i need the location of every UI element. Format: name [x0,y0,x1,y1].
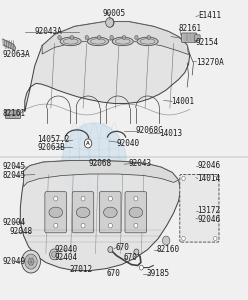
Circle shape [62,123,126,201]
Ellipse shape [129,207,143,218]
Ellipse shape [104,207,117,218]
Circle shape [182,236,185,241]
Text: 14013: 14013 [159,129,182,138]
Text: 90005: 90005 [103,9,126,18]
Text: 82161: 82161 [179,24,202,33]
Circle shape [81,196,85,201]
Circle shape [107,18,114,27]
Text: 82161: 82161 [2,110,26,118]
FancyBboxPatch shape [99,192,121,233]
FancyBboxPatch shape [5,110,21,118]
Circle shape [139,265,143,270]
FancyBboxPatch shape [194,35,200,41]
Text: 92068: 92068 [88,159,111,168]
Polygon shape [25,22,190,111]
Text: 82045: 82045 [2,171,26,180]
Circle shape [110,35,113,40]
Circle shape [134,249,139,255]
Circle shape [108,196,112,201]
Ellipse shape [49,207,62,218]
Text: 670: 670 [115,243,129,252]
Circle shape [135,35,138,40]
Text: 14014: 14014 [197,174,220,183]
Circle shape [25,254,37,269]
FancyBboxPatch shape [72,192,94,233]
Polygon shape [24,160,179,187]
Text: 13172: 13172 [197,206,220,215]
Circle shape [134,196,138,201]
Text: 92404: 92404 [55,254,78,262]
Circle shape [70,35,74,40]
Polygon shape [2,39,15,50]
Text: 92045: 92045 [2,162,26,171]
FancyBboxPatch shape [180,175,219,242]
Circle shape [50,249,59,260]
Text: 92068C: 92068C [135,126,163,135]
Text: 82160: 82160 [156,245,179,254]
Ellipse shape [87,37,109,46]
Circle shape [214,236,217,241]
Text: 92154: 92154 [196,38,219,47]
Circle shape [84,139,92,148]
Circle shape [52,251,57,257]
Circle shape [58,35,61,40]
FancyBboxPatch shape [45,192,66,233]
Text: 670: 670 [107,269,121,278]
Circle shape [106,18,114,27]
Polygon shape [42,22,188,55]
Circle shape [22,250,40,273]
Ellipse shape [137,37,158,46]
Text: 14001: 14001 [171,98,194,106]
Text: E1411: E1411 [198,11,221,20]
Circle shape [97,35,101,40]
Text: 92040: 92040 [117,140,140,148]
FancyBboxPatch shape [182,33,197,42]
Ellipse shape [112,37,133,46]
Ellipse shape [76,207,90,218]
Text: 92043A: 92043A [35,27,62,36]
Circle shape [162,236,170,245]
Text: 92043: 92043 [129,159,152,168]
Circle shape [122,35,126,40]
Circle shape [108,223,112,228]
Circle shape [134,223,138,228]
Circle shape [108,20,113,26]
Text: 92040: 92040 [55,245,78,254]
Text: 92063B: 92063B [37,143,65,152]
Circle shape [108,247,113,253]
Text: 39185: 39185 [146,269,169,278]
Circle shape [54,196,58,201]
Text: 670: 670 [124,254,138,262]
Text: 13270A: 13270A [196,58,224,67]
Text: A: A [86,141,90,146]
Circle shape [182,176,185,181]
Text: 92063A: 92063A [2,50,30,58]
Circle shape [28,258,34,265]
Circle shape [214,176,217,181]
Text: 92049: 92049 [2,257,26,266]
Text: 92046: 92046 [197,214,220,224]
Text: 92046: 92046 [197,161,220,170]
FancyBboxPatch shape [125,192,147,233]
Text: 92004: 92004 [2,218,26,227]
Text: 92048: 92048 [10,227,33,236]
Text: 14057.2: 14057.2 [37,135,70,144]
Circle shape [81,223,85,228]
Polygon shape [20,160,181,271]
Circle shape [147,35,151,40]
Circle shape [54,223,58,228]
Circle shape [85,35,89,40]
Text: 27012: 27012 [69,266,93,274]
Ellipse shape [60,37,81,46]
